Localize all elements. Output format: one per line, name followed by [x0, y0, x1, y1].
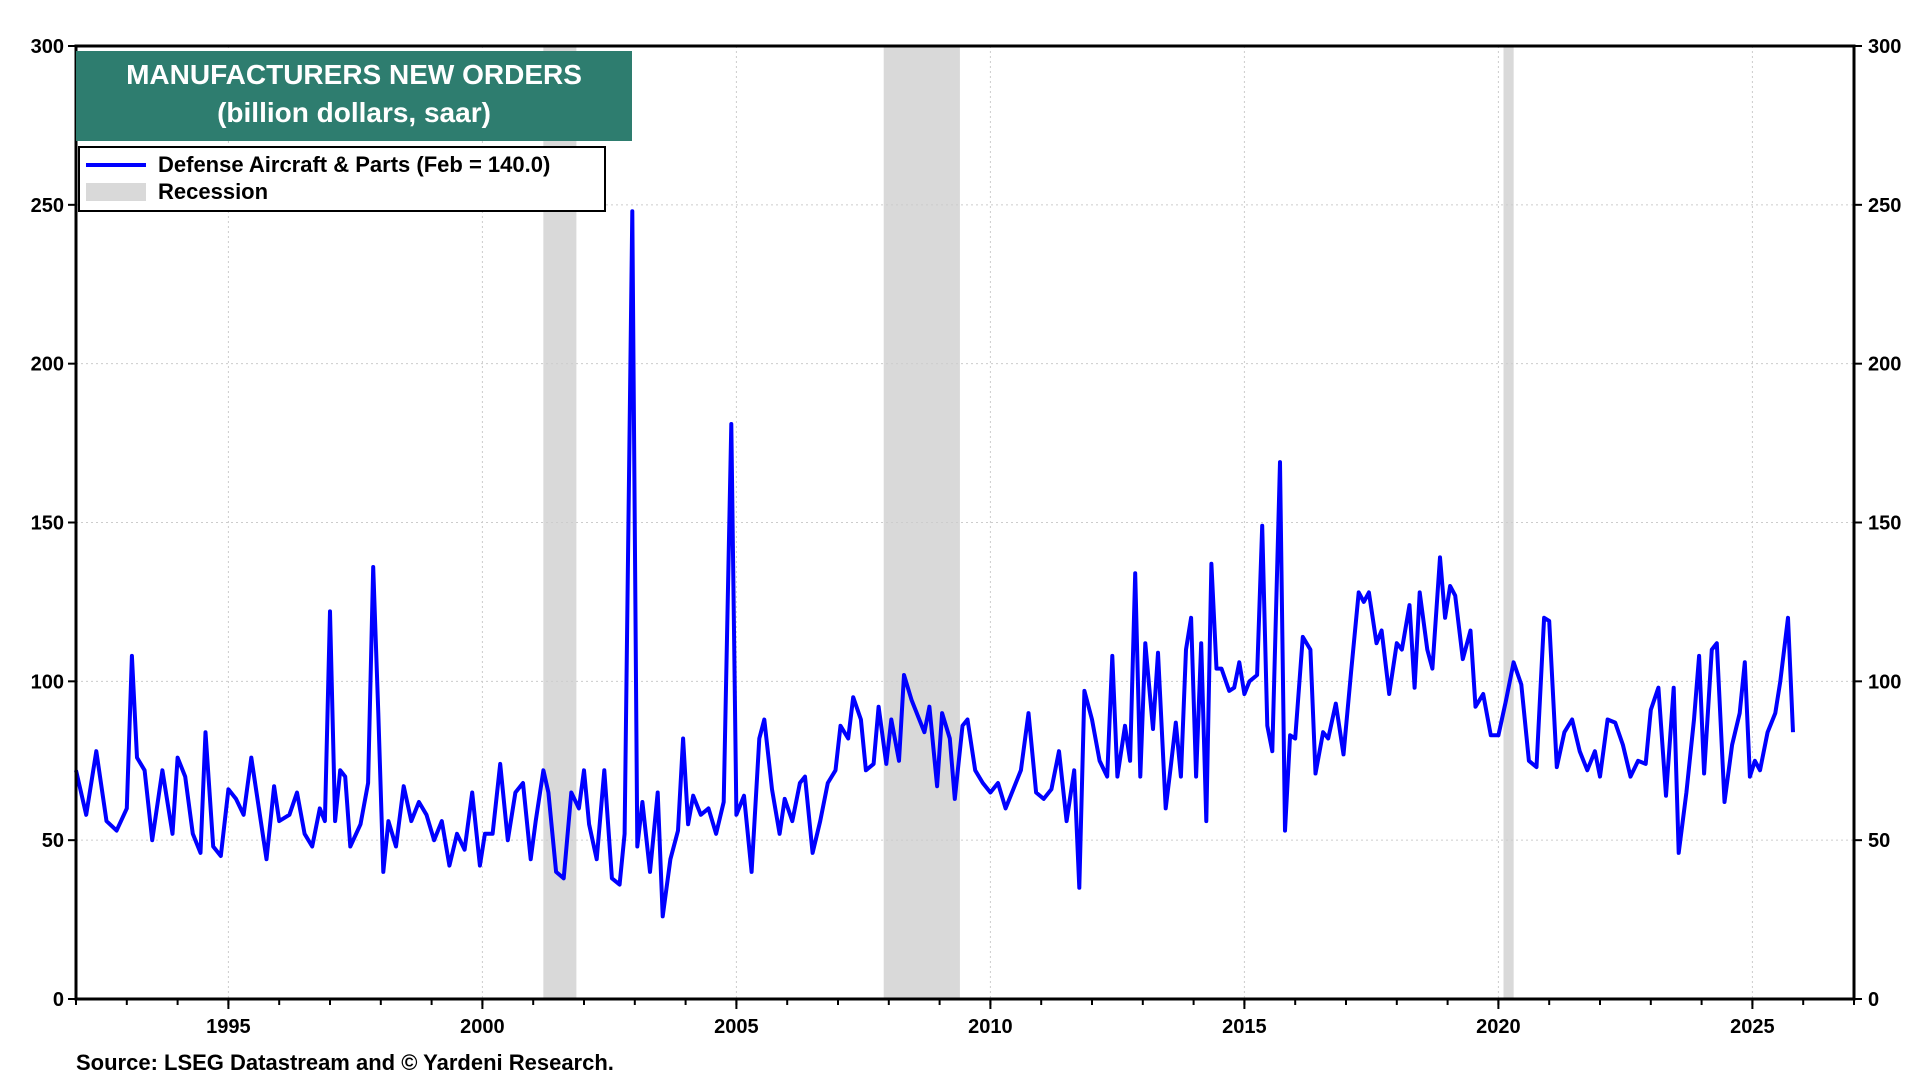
y-tick-label: 200 [31, 354, 64, 376]
y-tick-label: 150 [1868, 513, 1901, 535]
y-tick-label: 300 [31, 36, 64, 58]
x-tick-label: 2025 [1730, 1016, 1775, 1038]
x-tick-label: 2020 [1476, 1016, 1521, 1038]
y-tick-label: 100 [1868, 671, 1901, 693]
y-tick-label: 200 [1868, 354, 1901, 376]
y-tick-label: 0 [1868, 989, 1879, 1011]
y-tick-label: 100 [31, 671, 64, 693]
legend: Defense Aircraft & Parts (Feb = 140.0) R… [78, 146, 606, 212]
source-note: Source: LSEG Datastream and © Yardeni Re… [76, 1050, 614, 1075]
legend-recession-label: Recession [158, 179, 269, 204]
y-tick-label: 250 [31, 195, 64, 217]
legend-line-swatch [86, 163, 146, 167]
x-tick-label: 2005 [714, 1016, 759, 1038]
series-line [74, 209, 1795, 919]
legend-item-recession: Recession [86, 179, 268, 205]
legend-series-label: Defense Aircraft & Parts (Feb = 140.0) [158, 152, 551, 177]
x-tick-label: 2000 [460, 1016, 505, 1038]
x-axis: 1995 2000 2005 2010 2015 2020 2025 [75, 999, 1855, 1038]
y-tick-label: 50 [42, 830, 64, 852]
y-tick-label: 50 [1868, 830, 1890, 852]
y-tick-label: 150 [31, 513, 64, 535]
x-tick-label: 1995 [206, 1016, 251, 1038]
y-tick-label: 300 [1868, 36, 1901, 58]
x-tick-label: 2015 [1222, 1016, 1267, 1038]
legend-item-series: Defense Aircraft & Parts (Feb = 140.0) [86, 152, 550, 178]
legend-recession-swatch [86, 183, 146, 201]
x-tick-label: 2010 [968, 1016, 1013, 1038]
recession-bands [543, 46, 1514, 999]
y-tick-label: 250 [1868, 195, 1901, 217]
y-axis-right: 0 50 100 150 200 250 300 [1854, 36, 1901, 1011]
chart-title-box: MANUFACTURERS NEW ORDERS (billion dollar… [76, 51, 632, 141]
recession-band [1503, 46, 1514, 999]
series-lines [74, 209, 1795, 919]
y-axis-left: 0 50 100 150 200 250 300 [31, 36, 76, 1011]
chart-subtitle: (billion dollars, saar) [217, 97, 491, 128]
y-tick-label: 0 [53, 989, 64, 1011]
chart-title: MANUFACTURERS NEW ORDERS [126, 59, 582, 90]
